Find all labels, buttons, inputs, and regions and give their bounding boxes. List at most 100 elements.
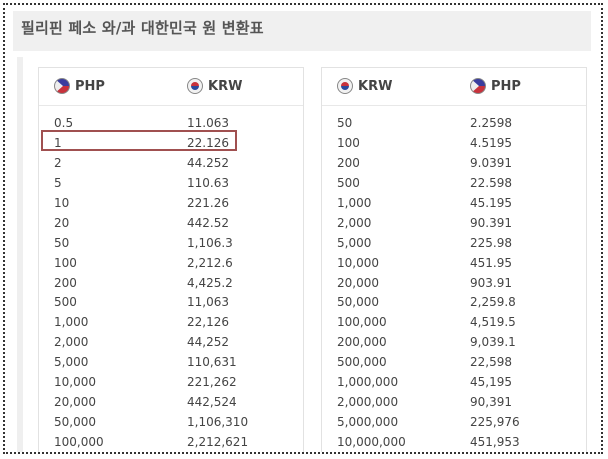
table-row: 1 22.126 bbox=[39, 129, 303, 153]
column-header-label: PHP bbox=[491, 78, 521, 94]
table-row: 2 44.252 bbox=[39, 153, 303, 173]
to-amount: 2.2598 bbox=[470, 116, 512, 130]
column-header-label: KRW bbox=[358, 78, 393, 94]
from-amount: 500 bbox=[337, 175, 360, 190]
from-amount: 500,000 bbox=[337, 355, 387, 370]
to-amount: 451.95 bbox=[470, 255, 512, 270]
table-row: 100,000 2,212,621 bbox=[39, 432, 303, 452]
column-header-label: PHP bbox=[75, 78, 105, 94]
from-amount: 200 bbox=[337, 155, 360, 170]
from-amount: 5 bbox=[54, 175, 62, 190]
from-amount: 2,000 bbox=[54, 335, 89, 350]
to-amount: 22,126 bbox=[187, 315, 229, 330]
table-row: 200 9.0391 bbox=[322, 153, 586, 173]
table-row: 1,000 45.195 bbox=[322, 193, 586, 213]
to-amount: 11.063 bbox=[187, 116, 229, 130]
to-amount: 903.91 bbox=[470, 275, 512, 290]
to-amount: 90,391 bbox=[470, 395, 512, 410]
header-bar bbox=[13, 11, 591, 51]
table-row: 0.5 11.063 bbox=[39, 113, 303, 133]
philippines-flag-icon bbox=[470, 78, 486, 94]
from-amount: 20 bbox=[54, 215, 70, 230]
table-row: 20 442.52 bbox=[39, 213, 303, 233]
to-amount: 45.195 bbox=[470, 195, 512, 210]
table-row: 100 4.5195 bbox=[322, 133, 586, 153]
table-row: 100,000 4,519.5 bbox=[322, 312, 586, 332]
table-row: 50,000 2,259.8 bbox=[322, 292, 586, 312]
from-amount: 50 bbox=[337, 116, 353, 130]
to-amount: 110.63 bbox=[187, 175, 229, 190]
converter-panel: 필리핀 페소 와/과 대한민국 원 변환표 PHP KRW 0.5 11.063 1… bbox=[3, 3, 603, 454]
from-amount: 0.5 bbox=[54, 116, 74, 130]
to-amount: 442.52 bbox=[187, 215, 229, 230]
philippines-flag-icon bbox=[54, 78, 70, 94]
table-row: 20,000 903.91 bbox=[322, 273, 586, 293]
to-amount: 221.26 bbox=[187, 195, 229, 210]
from-amount: 1,000,000 bbox=[337, 375, 399, 390]
from-amount: 1,000 bbox=[54, 315, 89, 330]
table-row: 5,000 225.98 bbox=[322, 233, 586, 253]
from-amount: 2,000,000 bbox=[337, 395, 399, 410]
to-amount: 2,212.6 bbox=[187, 255, 233, 270]
from-amount: 5,000 bbox=[337, 235, 372, 250]
table-row: 500 11,063 bbox=[39, 292, 303, 312]
to-amount: 110,631 bbox=[187, 355, 237, 370]
from-amount: 100,000 bbox=[337, 315, 387, 330]
table-row: 100 2,212.6 bbox=[39, 253, 303, 273]
krw-to-php-table: KRW PHP 50 2.2598 100 4.5195 200 9.0391 500 22.… bbox=[321, 67, 587, 452]
from-amount: 1 bbox=[54, 135, 62, 150]
column-header-krw: KRW bbox=[337, 78, 392, 94]
to-amount: 4,519.5 bbox=[470, 315, 516, 330]
to-amount: 4.5195 bbox=[470, 135, 512, 150]
tables-area: PHP KRW 0.5 11.063 1 22.126 2 44.252 5 110.63 10… bbox=[17, 57, 601, 452]
to-amount: 4,425.2 bbox=[187, 275, 233, 290]
from-amount: 10,000 bbox=[337, 255, 379, 270]
table-row: 5,000 110,631 bbox=[39, 352, 303, 372]
from-amount: 5,000,000 bbox=[337, 415, 399, 430]
table-row: 2,000,000 90,391 bbox=[322, 392, 586, 412]
page-title: 필리핀 페소 와/과 대한민국 원 변환표 bbox=[21, 19, 264, 37]
to-amount: 9.0391 bbox=[470, 155, 512, 170]
table-row: 1,000,000 45,195 bbox=[322, 372, 586, 392]
from-amount: 20,000 bbox=[337, 275, 379, 290]
to-amount: 2,259.8 bbox=[470, 295, 516, 310]
from-amount: 200,000 bbox=[337, 335, 387, 350]
table-row: 2,000 90.391 bbox=[322, 213, 586, 233]
table-header: KRW PHP bbox=[322, 68, 586, 106]
from-amount: 100 bbox=[54, 255, 77, 270]
table-row: 50 1,106.3 bbox=[39, 233, 303, 253]
to-amount: 225,976 bbox=[470, 415, 520, 430]
to-amount: 225.98 bbox=[470, 235, 512, 250]
to-amount: 9,039.1 bbox=[470, 335, 516, 350]
table-row: 500 22.598 bbox=[322, 173, 586, 193]
to-amount: 22.126 bbox=[187, 135, 229, 150]
from-amount: 20,000 bbox=[54, 395, 96, 410]
to-amount: 1,106,310 bbox=[187, 415, 249, 430]
table-row: 50,000 1,106,310 bbox=[39, 412, 303, 432]
from-amount: 1,000 bbox=[337, 195, 372, 210]
table-row: 5 110.63 bbox=[39, 173, 303, 193]
korea-flag-icon bbox=[337, 78, 353, 94]
from-amount: 100 bbox=[337, 135, 360, 150]
to-amount: 22.598 bbox=[470, 175, 512, 190]
to-amount: 45,195 bbox=[470, 375, 512, 390]
column-header-krw: KRW bbox=[187, 78, 242, 94]
column-header-php: PHP bbox=[470, 78, 521, 94]
table-row: 10,000 451.95 bbox=[322, 253, 586, 273]
from-amount: 100,000 bbox=[54, 435, 104, 449]
to-amount: 1,106.3 bbox=[187, 235, 233, 250]
from-amount: 10 bbox=[54, 195, 70, 210]
from-amount: 50 bbox=[54, 235, 70, 250]
column-header-label: KRW bbox=[208, 78, 243, 94]
table-row: 10,000,000 451,953 bbox=[322, 432, 586, 452]
table-header: PHP KRW bbox=[39, 68, 303, 106]
table-body: 0.5 11.063 1 22.126 2 44.252 5 110.63 10 221.26 20… bbox=[39, 113, 303, 452]
to-amount: 451,953 bbox=[470, 435, 520, 449]
table-row: 2,000 44,252 bbox=[39, 332, 303, 352]
to-amount: 2,212,621 bbox=[187, 435, 249, 449]
from-amount: 10,000 bbox=[54, 375, 96, 390]
table-row: 200,000 9,039.1 bbox=[322, 332, 586, 352]
to-amount: 90.391 bbox=[470, 215, 512, 230]
to-amount: 44,252 bbox=[187, 335, 229, 350]
table-row: 10,000 221,262 bbox=[39, 372, 303, 392]
